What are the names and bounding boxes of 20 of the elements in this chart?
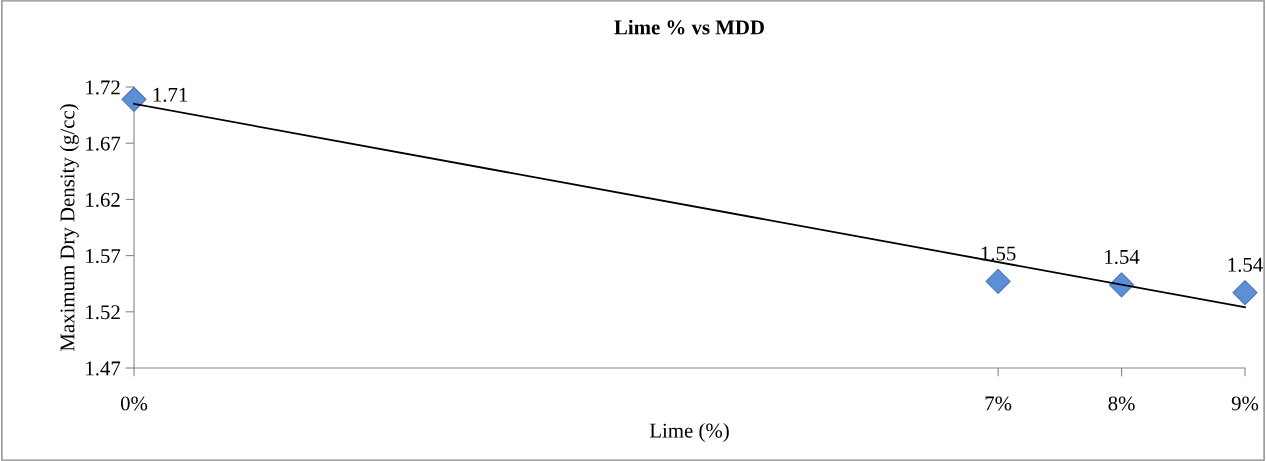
y-tick-label: 1.52: [86, 305, 120, 320]
x-tick-label: 8%: [1108, 396, 1135, 411]
data-label: 1.71: [153, 87, 188, 102]
y-tick-label: 1.47: [86, 361, 121, 376]
y-tick-label: 1.57: [86, 249, 121, 264]
x-tick-label: 7%: [985, 396, 1012, 411]
chart-title: Lime % vs MDD: [614, 19, 764, 35]
x-tick-label: 0%: [120, 396, 148, 411]
y-axis-title: Maximum Dry Density (g/cc): [59, 104, 79, 352]
y-tick-label: 1.72: [86, 80, 120, 95]
point: [121, 86, 147, 112]
data-label: 1.54: [1105, 249, 1140, 265]
y-tick-label: 1.62: [86, 192, 120, 207]
x-axis-title: Lime (%): [649, 423, 729, 442]
point: [985, 268, 1011, 295]
data-label: 1.55: [981, 246, 1016, 261]
y-tick-label: 1.67: [86, 136, 121, 151]
data-label: 1.54: [1228, 257, 1263, 272]
point: [1232, 280, 1258, 306]
x-tick-label: 9%: [1231, 396, 1259, 411]
